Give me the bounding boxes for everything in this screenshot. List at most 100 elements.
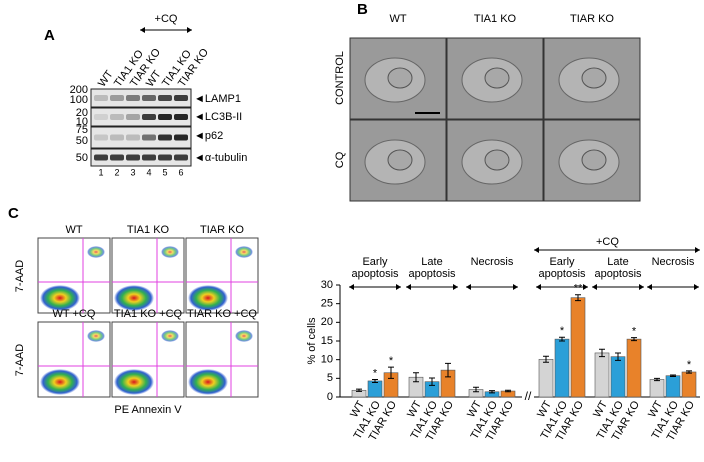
y-axis-label: % of cells [306,317,318,365]
blot-strip [90,148,192,167]
flow-population [87,246,105,258]
significance-mark: * [687,359,692,371]
flow-population [114,285,154,311]
plot-title: TIAR KO +CQ [187,308,257,320]
blot-strip [90,126,192,149]
lane-number: 6 [178,167,183,177]
significance-mark: * [373,367,378,379]
y-axis-label: 7-AAD [14,344,26,376]
protein-label: ◄LAMP1 [194,93,241,105]
nucleus [387,149,413,171]
row-label: CQ [334,151,346,168]
blot-band [110,95,124,101]
protein-label: ◄α-tubulin [194,152,247,164]
flow-population [161,330,179,342]
blot-strip [90,107,192,127]
blot-band [142,134,156,141]
significance-mark: * [389,355,394,367]
error-bar [356,388,362,392]
error-bar [559,336,565,342]
error-bar [372,378,378,383]
treatment-label: +CQ [155,13,178,25]
error-bar [445,362,451,378]
lane-label: WT [96,68,116,89]
blot-band [158,95,172,101]
mw-marker: 10 [76,116,88,128]
panel-letter: B [357,1,368,18]
blot-band [110,154,124,161]
nucleus [387,67,413,89]
lane-number: 2 [114,167,119,177]
blot-band [142,154,156,161]
blot-band [110,114,124,120]
flow-population [40,285,80,311]
error-bar [631,337,637,342]
panel-letter: C [8,205,19,222]
plot-title: TIAR KO [200,224,244,236]
nucleus [581,67,607,89]
mw-marker: 75 [76,124,88,136]
bar [570,297,586,398]
flow-population [188,369,228,395]
error-bar [654,377,660,382]
panel-letter: A [44,27,55,44]
error-bar [388,366,394,379]
bar [665,375,681,398]
group-label: Necrosis [470,256,514,268]
y-axis-label: 7-AAD [14,260,26,292]
y-tick-label: 10 [321,354,333,366]
significance-mark: * [560,325,565,337]
mw-marker: 50 [76,152,88,164]
bar [681,371,697,398]
blot-band [94,134,108,141]
error-bar [473,386,479,393]
error-bar [429,377,435,386]
error-bar [413,372,419,383]
blot-band [174,114,188,120]
nucleus [484,149,510,171]
group-label: Late apoptosis [408,256,456,280]
significance-mark: ** [574,283,583,295]
group-label: Necrosis [651,256,695,268]
y-tick-label: 25 [321,298,333,310]
blot-band [158,134,172,141]
error-bar [489,390,495,394]
flow-population [188,285,228,311]
flow-population [87,330,105,342]
blot-band [126,134,140,141]
bar [554,338,570,398]
axis-break: // [525,389,532,403]
error-bar [599,348,605,358]
x-axis-label: PE Annexin V [114,404,182,416]
plot-title: WT [65,224,82,236]
y-tick-label: 20 [321,316,333,328]
nucleus [581,149,607,171]
blot-band [142,114,156,120]
y-tick-label: 30 [321,279,333,291]
y-tick-label: 0 [327,391,333,403]
nucleus [484,67,510,89]
lane-number: 4 [146,167,151,177]
blot-band [94,154,108,161]
error-bar [615,352,621,361]
error-bar [543,355,549,363]
mw-marker: 200 [70,84,88,96]
blot-band [174,154,188,161]
error-bar [575,294,581,302]
y-tick-label: 5 [327,372,333,384]
protein-label: ◄LC3B-II [194,111,242,123]
flow-population [114,369,154,395]
mw-marker: 50 [76,135,88,147]
mw-marker: 20 [76,107,88,119]
flow-population [40,369,80,395]
plot-title: WT +CQ [53,308,96,320]
blot-band [158,154,172,161]
flow-population [161,246,179,258]
blot-band [94,95,108,101]
column-label: TIAR KO [570,13,614,25]
blot-band [94,114,108,120]
group-label: Early apoptosis [351,256,399,280]
bar [538,358,554,398]
